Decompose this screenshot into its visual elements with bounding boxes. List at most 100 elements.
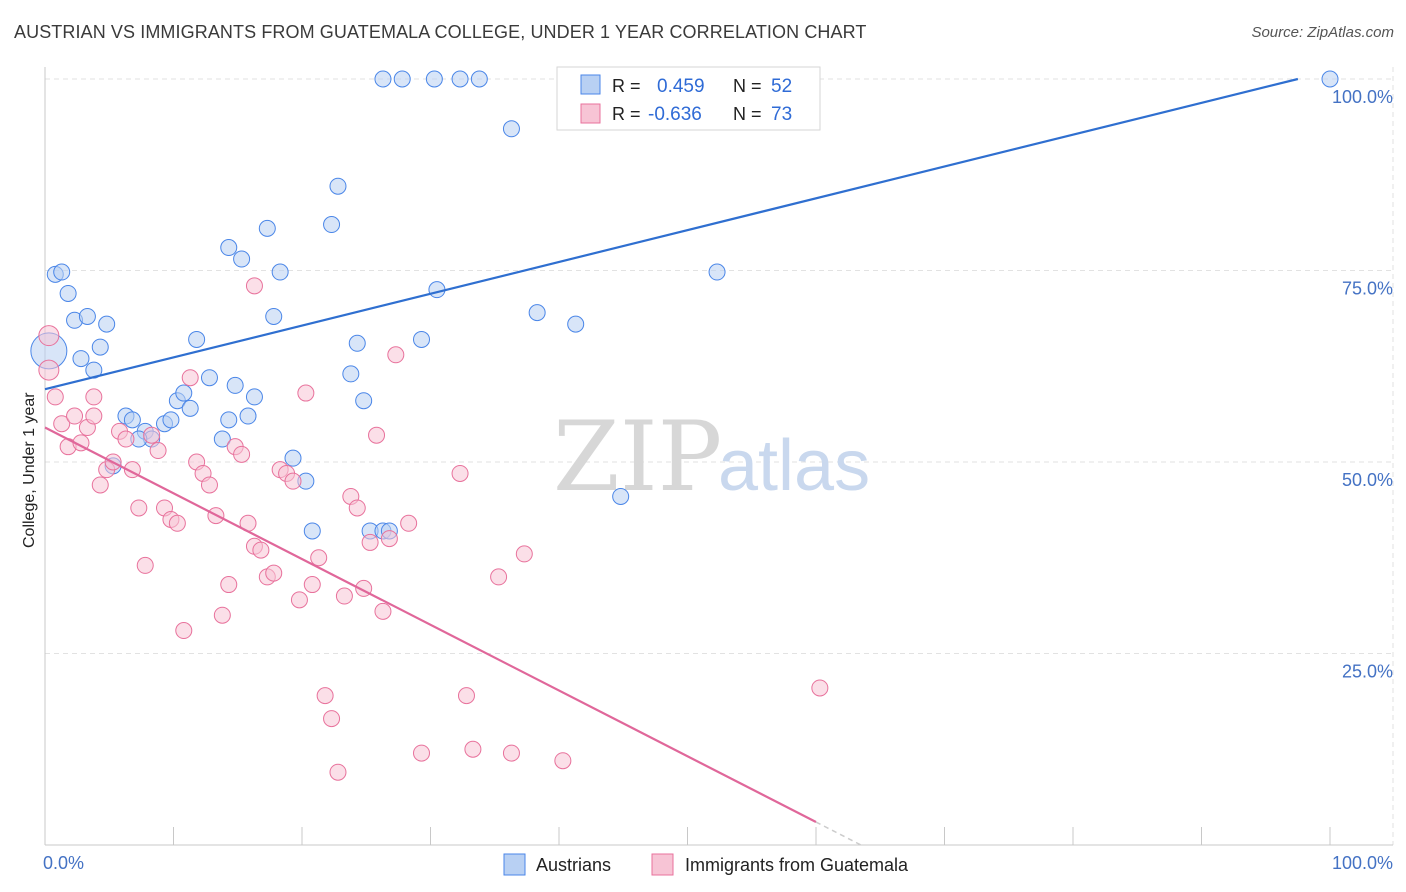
austrian-point-35: [303, 522, 321, 540]
guatemala-point-58: [400, 514, 418, 532]
trend-layer: [44, 77, 1299, 846]
guatemala-point-27: [200, 476, 218, 494]
guatemala-point-42: [290, 591, 308, 609]
guatemala-point-59: [413, 744, 431, 762]
guatemala-point-46: [316, 687, 334, 705]
austrian-point-22: [188, 330, 206, 348]
guatemala-point-9: [85, 407, 103, 425]
austrian-point-46: [374, 70, 392, 88]
y-tick-label-2: 75.0%: [1342, 279, 1393, 299]
legend-r-label-2: R =: [612, 104, 641, 124]
legend-n-label-1: N =: [733, 76, 762, 96]
correlation-legend: R = 0.459 N = 52 R = -0.636 N = 73: [556, 66, 821, 131]
austrian-point-21: [200, 369, 218, 387]
legend-n-value-1: 52: [771, 76, 792, 97]
austrian-point-49: [451, 70, 469, 88]
guatemala-point-22: [168, 514, 186, 532]
guatemala-point-60: [451, 464, 469, 482]
guatemala-point-24: [181, 369, 199, 387]
chart-source: Source: ZipAtlas.com: [1251, 24, 1394, 41]
austrian-point-28: [220, 411, 238, 429]
austrian-point-3: [59, 284, 77, 302]
legend-swatch-pink: [580, 103, 601, 124]
austrian-point-45: [413, 330, 431, 348]
guatemala-point-66: [554, 752, 572, 770]
austrian-trend-line: [44, 77, 1299, 391]
austrian-point-36: [323, 216, 341, 234]
austrian-point-39: [348, 334, 366, 352]
austrian-point-52: [528, 304, 546, 322]
guatemala-point-19: [149, 442, 167, 460]
bottom-legend-swatch-austrians: [503, 853, 526, 876]
legend-n-value-2: 73: [771, 104, 792, 125]
guatemala-point-36: [252, 541, 270, 559]
bottom-legend-label-guatemala: Immigrants from Guatemala: [685, 855, 909, 875]
austrian-point-54: [612, 487, 630, 505]
austrian-point-9: [98, 315, 116, 333]
x-tick-label-1: 100.0%: [1332, 853, 1393, 873]
guatemala-point-54: [368, 426, 386, 444]
guatemala-point-43: [297, 384, 315, 402]
points-layer: [30, 70, 1339, 781]
austrian-point-25: [258, 219, 276, 237]
y-axis-title: College, Under 1 year: [21, 392, 38, 548]
guatemala-point-56: [380, 530, 398, 548]
guatemala-point-65: [515, 545, 533, 563]
austrian-point-20: [181, 399, 199, 417]
guatemala-point-34: [245, 277, 263, 295]
guatemala-point-47: [323, 710, 341, 728]
austrian-point-24: [233, 250, 251, 268]
guatemala-point-67: [811, 679, 829, 697]
austrian-point-26: [226, 376, 244, 394]
guatemala-point-48: [329, 763, 347, 781]
tick-labels: 25.0% 50.0% 75.0% 100.0% 0.0% 100.0%: [43, 87, 1393, 873]
guatemala-trend-extension: [815, 821, 862, 846]
austrian-point-44: [428, 281, 446, 299]
austrian-point-47: [393, 70, 411, 88]
guatemala-point-61: [457, 687, 475, 705]
bottom-legend-label-austrians: Austrians: [536, 855, 611, 875]
austrian-point-53: [567, 315, 585, 333]
austrian-point-33: [284, 449, 302, 467]
guatemala-point-3: [53, 415, 71, 433]
guatemala-point-10: [91, 476, 109, 494]
y-tick-label-1: 50.0%: [1342, 470, 1393, 490]
legend-swatch-blue: [580, 74, 601, 95]
austrian-point-23: [220, 239, 238, 257]
guatemala-point-23: [175, 622, 193, 640]
guatemala-point-45: [310, 549, 328, 567]
austrian-point-51: [502, 120, 520, 138]
austrian-point-55: [708, 263, 726, 281]
watermark: ZIP atlas: [553, 401, 870, 513]
austrian-point-31: [265, 307, 283, 325]
bottom-legend-swatch-guatemala: [651, 853, 674, 876]
austrian-point-19: [175, 384, 193, 402]
guatemala-point-5: [66, 407, 84, 425]
austrian-point-48: [425, 70, 443, 88]
legend-r-value-1: 0.459: [657, 76, 705, 97]
guatemala-point-32: [233, 445, 251, 463]
guatemala-point-41: [284, 472, 302, 490]
austrian-point-2: [53, 263, 71, 281]
austrian-point-38: [342, 365, 360, 383]
guatemala-point-17: [136, 556, 154, 574]
legend-r-value-2: -0.636: [648, 104, 702, 125]
guatemala-point-16: [130, 499, 148, 517]
austrian-point-6: [72, 350, 90, 368]
guatemala-point-57: [387, 346, 405, 364]
austrian-point-7: [91, 338, 109, 356]
watermark-atlas: atlas: [718, 426, 870, 506]
austrian-point-50: [470, 70, 488, 88]
austrian-point-5: [78, 307, 96, 325]
guatemala-point-30: [220, 576, 238, 594]
guatemala-point-38: [265, 564, 283, 582]
chart-title: AUSTRIAN VS IMMIGRANTS FROM GUATEMALA CO…: [14, 22, 867, 42]
grid-layer: [45, 67, 1394, 845]
guatemala-point-64: [502, 744, 520, 762]
guatemala-point-55: [374, 602, 392, 620]
austrian-point-29: [239, 407, 257, 425]
guatemala-point-44: [303, 576, 321, 594]
austrian-point-32: [271, 263, 289, 281]
guatemala-point-53: [361, 533, 379, 551]
